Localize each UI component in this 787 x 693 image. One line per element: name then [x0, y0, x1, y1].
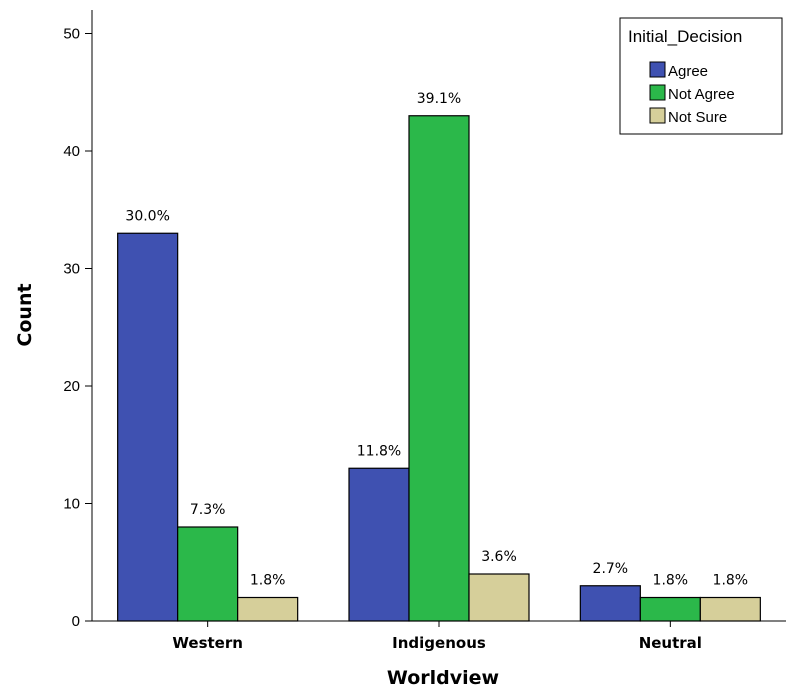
bar-agree-indigenous [348, 467, 410, 622]
data-label: 2.7% [593, 561, 629, 577]
data-label: 7.3% [190, 502, 226, 518]
bar-not-sure-indigenous [468, 573, 530, 622]
y-tick-label: 0 [72, 613, 80, 630]
legend-label: Agree [668, 63, 708, 80]
data-label: 1.8% [713, 573, 749, 589]
data-label: 3.6% [481, 549, 517, 565]
bars-group: 30.0% 7.3% 1.8% 11.8% 39.1% 3.6% 2.7% 1.8% 1.8% [117, 91, 761, 622]
legend-label: Not Agree [668, 86, 735, 103]
data-label: 39.1% [417, 91, 461, 107]
y-tick-label: 50 [63, 26, 80, 43]
legend-box [619, 17, 783, 135]
legend-swatch [649, 107, 666, 124]
bar-agree-western [117, 232, 179, 622]
bar-not-agree-neutral [639, 596, 701, 622]
bar-agree-neutral [579, 585, 641, 622]
legend-swatch [649, 84, 666, 101]
x-axis: Western Indigenous Neutral [92, 620, 786, 652]
legend-swatch [649, 61, 666, 78]
y-axis-title: Count [14, 283, 36, 346]
x-tick-label: Western [172, 634, 243, 652]
y-tick-label: 40 [63, 143, 80, 160]
x-tick-label: Neutral [639, 634, 702, 652]
y-tick-label: 30 [63, 261, 80, 278]
data-label: 11.8% [357, 443, 401, 459]
legend: Initial_Decision Agree Not Agree Not Sure [619, 17, 783, 135]
x-axis-title: Worldview [387, 667, 499, 689]
x-tick-label: Indigenous [392, 634, 486, 652]
y-tick-label: 20 [63, 378, 80, 395]
data-label: 30.0% [125, 208, 169, 224]
legend-label: Not Sure [668, 109, 727, 126]
bar-not-agree-indigenous [408, 115, 470, 622]
data-label: 1.8% [250, 573, 286, 589]
y-tick-label: 10 [63, 496, 80, 513]
data-label: 1.8% [653, 573, 689, 589]
legend-title: Initial_Decision [628, 27, 742, 46]
y-axis: 0 10 20 30 40 50 [63, 10, 93, 630]
bar-not-sure-neutral [699, 596, 761, 622]
bar-not-sure-western [237, 596, 299, 622]
bar-not-agree-western [177, 526, 239, 622]
